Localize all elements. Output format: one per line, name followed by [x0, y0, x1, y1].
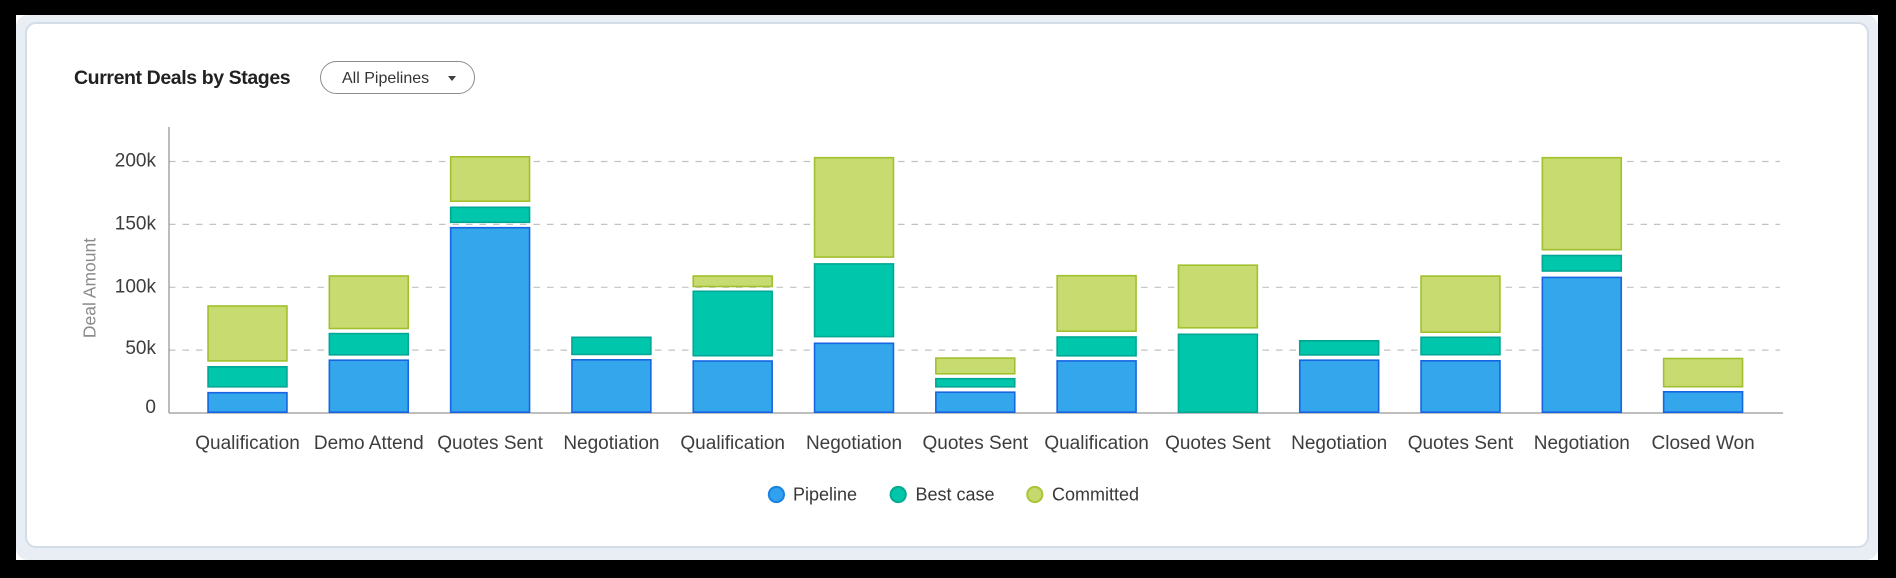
svg-text:Best case: Best case: [916, 485, 995, 505]
svg-text:Negotiation: Negotiation: [1534, 433, 1630, 454]
svg-text:Negotiation: Negotiation: [1291, 433, 1387, 454]
svg-text:100k: 100k: [115, 277, 157, 298]
svg-text:Negotiation: Negotiation: [806, 433, 902, 454]
svg-text:Deal Amount: Deal Amount: [80, 238, 100, 338]
svg-text:Qualification: Qualification: [195, 433, 300, 454]
svg-text:Quotes Sent: Quotes Sent: [1408, 433, 1514, 454]
svg-text:Quotes Sent: Quotes Sent: [1165, 433, 1271, 454]
svg-text:0: 0: [145, 397, 156, 418]
svg-text:Quotes Sent: Quotes Sent: [437, 433, 543, 454]
svg-text:Committed: Committed: [1052, 485, 1139, 505]
svg-text:200k: 200k: [115, 151, 157, 172]
svg-text:Qualification: Qualification: [1044, 433, 1149, 454]
svg-text:150k: 150k: [115, 214, 157, 235]
svg-text:Qualification: Qualification: [680, 433, 785, 454]
svg-text:Closed Won: Closed Won: [1652, 433, 1755, 454]
svg-text:50k: 50k: [125, 338, 156, 359]
svg-text:Pipeline: Pipeline: [793, 485, 857, 505]
svg-text:Demo Attend: Demo Attend: [314, 433, 424, 454]
svg-text:Quotes Sent: Quotes Sent: [922, 433, 1028, 454]
svg-text:Negotiation: Negotiation: [563, 433, 659, 454]
